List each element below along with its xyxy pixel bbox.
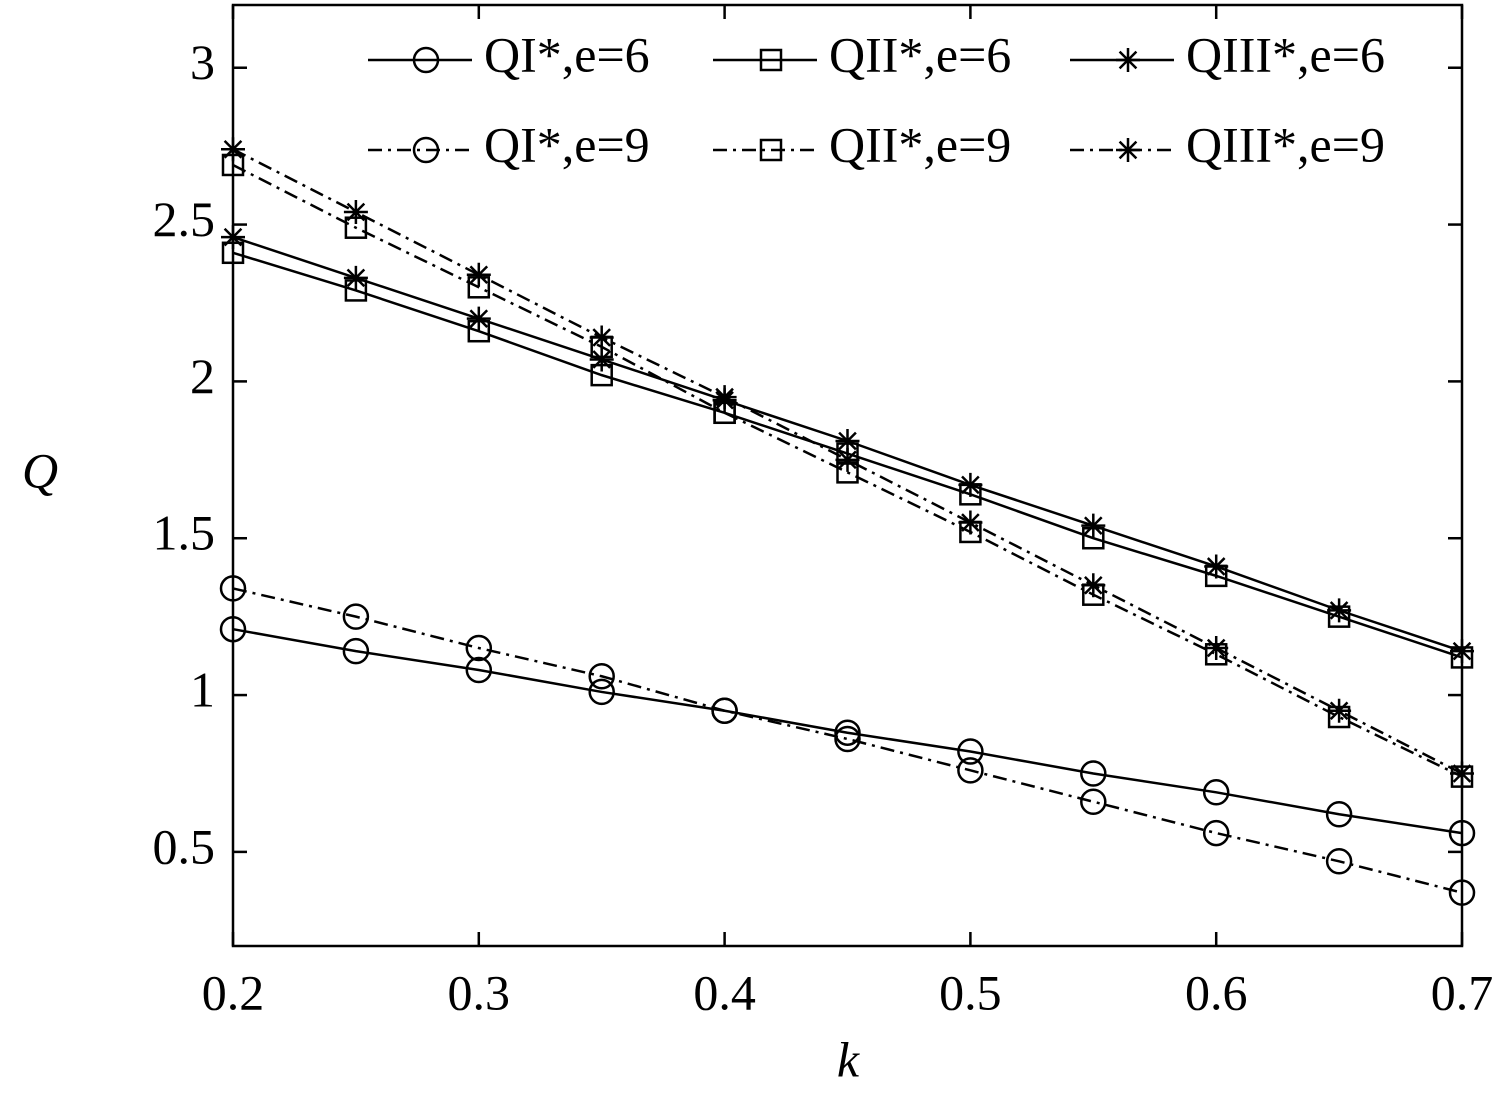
marker (589, 347, 614, 372)
legend-marker (1116, 48, 1140, 72)
series-line (232, 163, 1463, 778)
marker (1081, 573, 1106, 598)
legend-label: QII*,e=9 (829, 116, 1011, 172)
marker (219, 615, 247, 643)
series-line (232, 627, 1463, 835)
marker (588, 662, 615, 690)
legend-marker (759, 138, 783, 162)
y-tick-label: 1 (190, 662, 215, 718)
marker (712, 385, 737, 410)
marker (343, 200, 368, 225)
marker (1327, 598, 1352, 623)
marker (1080, 788, 1107, 815)
marker (1325, 848, 1353, 875)
legend-label: QI*,e=6 (484, 26, 650, 82)
marker (465, 634, 493, 662)
marker (221, 225, 245, 250)
x-axis-label: k (837, 1031, 860, 1087)
legend-marker (412, 46, 440, 74)
legend-marker (1116, 138, 1140, 162)
marker (834, 725, 861, 753)
legend-label: QI*,e=9 (484, 116, 650, 172)
legend-marker (759, 48, 783, 72)
marker (466, 262, 491, 287)
marker (1202, 779, 1230, 806)
y-tick-label: 3 (190, 34, 215, 90)
marker (1202, 819, 1230, 847)
legend-label: QIII*,e=6 (1186, 26, 1385, 82)
legend-label: QIII*,e=9 (1186, 116, 1385, 172)
marker (466, 306, 491, 331)
marker (1448, 819, 1476, 847)
marker (958, 472, 983, 497)
marker (1325, 801, 1353, 828)
x-tick-label: 0.2 (202, 964, 265, 1020)
marker (1450, 639, 1474, 664)
marker (465, 656, 493, 684)
marker (958, 510, 983, 535)
marker (957, 738, 984, 765)
marker (1448, 879, 1476, 906)
x-tick-label: 0.6 (1185, 964, 1248, 1020)
marker (1204, 636, 1229, 661)
series-line (232, 587, 1463, 894)
x-tick-label: 0.3 (448, 964, 511, 1020)
marker (1450, 761, 1474, 786)
y-tick-label: 1.5 (153, 505, 216, 561)
x-tick-label: 0.7 (1431, 964, 1494, 1020)
marker (342, 603, 370, 630)
y-tick-label: 2.5 (153, 191, 216, 247)
marker (834, 719, 861, 746)
marker (1080, 760, 1107, 787)
y-tick-label: 2 (190, 348, 215, 404)
x-tick-label: 0.4 (693, 964, 756, 1020)
marker (343, 265, 368, 290)
marker (835, 447, 860, 472)
marker (221, 137, 245, 162)
y-axis-label: Q (22, 442, 58, 498)
marker (219, 575, 247, 602)
marker (711, 697, 738, 724)
marker (1081, 513, 1106, 538)
marker (589, 325, 614, 350)
marker (342, 637, 370, 665)
marker (1327, 698, 1352, 723)
marker (1204, 554, 1229, 579)
y-tick-label: 0.5 (153, 818, 216, 874)
plot-frame (231, 3, 1464, 948)
marker (835, 428, 860, 453)
marker (957, 757, 984, 784)
x-tick-label: 0.5 (939, 964, 1002, 1020)
legend-marker (412, 136, 440, 164)
legend-label: QII*,e=6 (829, 26, 1011, 82)
marker (588, 678, 615, 706)
